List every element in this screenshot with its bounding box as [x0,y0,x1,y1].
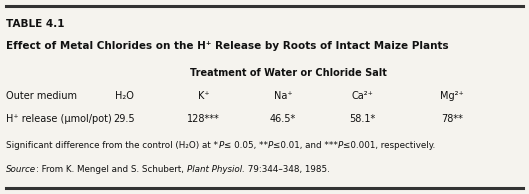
Text: 79:344–348, 1985.: 79:344–348, 1985. [245,165,330,174]
Text: : From K. Mengel and S. Schubert,: : From K. Mengel and S. Schubert, [37,165,187,174]
Text: P: P [218,141,224,150]
Text: Treatment of Water or Chloride Salt: Treatment of Water or Chloride Salt [190,68,387,78]
Text: 128***: 128*** [187,114,220,125]
Text: Outer medium: Outer medium [6,91,77,101]
Text: P: P [338,141,343,150]
Text: P: P [268,141,273,150]
Text: 58.1*: 58.1* [349,114,376,125]
Text: 46.5*: 46.5* [270,114,296,125]
Text: ≤0.001, respectively.: ≤0.001, respectively. [343,141,435,150]
Text: 29.5: 29.5 [114,114,135,125]
Text: K⁺: K⁺ [198,91,209,101]
Text: ≤ 0.05, **: ≤ 0.05, ** [224,141,268,150]
Text: Na⁺: Na⁺ [273,91,293,101]
Text: H⁺ release (μmol/pot): H⁺ release (μmol/pot) [6,114,112,125]
Text: Effect of Metal Chlorides on the H⁺ Release by Roots of Intact Maize Plants: Effect of Metal Chlorides on the H⁺ Rele… [6,41,449,51]
Text: Plant Physiol.: Plant Physiol. [187,165,245,174]
Text: Significant difference from the control (H₂O) at *: Significant difference from the control … [6,141,218,150]
Text: Mg²⁺: Mg²⁺ [441,91,464,101]
Text: ≤0.01, and ***: ≤0.01, and *** [273,141,338,150]
Text: H₂O: H₂O [115,91,134,101]
Text: 78**: 78** [441,114,463,125]
Text: TABLE 4.1: TABLE 4.1 [6,19,65,29]
Text: Source: Source [6,165,37,174]
Text: Ca²⁺: Ca²⁺ [351,91,373,101]
